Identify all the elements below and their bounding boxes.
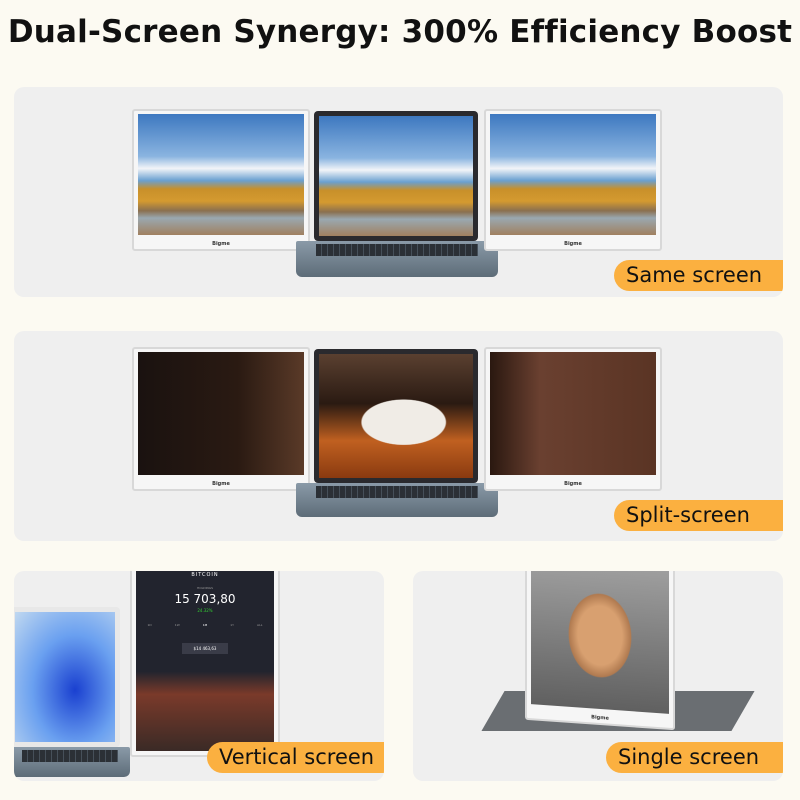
right-monitor: Bigme <box>484 347 662 491</box>
right-monitor: Bigme <box>484 109 662 251</box>
page-title: Dual-Screen Synergy: 300% Efficiency Boo… <box>7 14 793 50</box>
laptop-base <box>14 747 130 777</box>
panel-same-screen: Bigme Bigme Same screen <box>14 87 783 297</box>
left-monitor: Bigme <box>132 347 310 491</box>
vertical-monitor: BITCOIN HOLDINGS 15 703,80 24.32% 1D 1W 1M… <box>130 571 280 757</box>
laptop-base <box>296 241 498 277</box>
single-monitor: Bigme <box>525 571 675 731</box>
label-pill: Same screen <box>614 260 783 291</box>
panel-vertical-screen: BITCOIN HOLDINGS 15 703,80 24.32% 1D 1W 1M… <box>14 571 384 781</box>
tab[interactable]: ALL <box>257 623 263 627</box>
change: 24.32% <box>197 608 213 613</box>
range-tabs: 1D 1W 1M 1Y ALL <box>136 623 274 627</box>
app-title: BITCOIN <box>191 572 219 578</box>
tab[interactable]: 1Y <box>230 623 234 627</box>
label-pill: Split-screen <box>614 500 783 531</box>
chart-tooltip: $14 463,63 <box>182 643 228 654</box>
tab[interactable]: 1M <box>202 623 208 627</box>
laptop <box>314 349 478 483</box>
app-subtitle: HOLDINGS <box>197 586 213 590</box>
laptop <box>14 607 120 747</box>
panel-split-screen: Bigme Bigme Split-screen <box>14 331 783 541</box>
label-pill: Single screen <box>606 742 783 773</box>
panel-single-screen: Bigme Single screen <box>413 571 783 781</box>
balance: 15 703,80 <box>174 592 236 606</box>
tab[interactable]: 1D <box>147 623 152 627</box>
label-pill: Vertical screen <box>207 742 384 773</box>
left-monitor: Bigme <box>132 109 310 251</box>
laptop-base <box>296 483 498 517</box>
laptop <box>314 111 478 241</box>
tab[interactable]: 1W <box>174 623 180 627</box>
